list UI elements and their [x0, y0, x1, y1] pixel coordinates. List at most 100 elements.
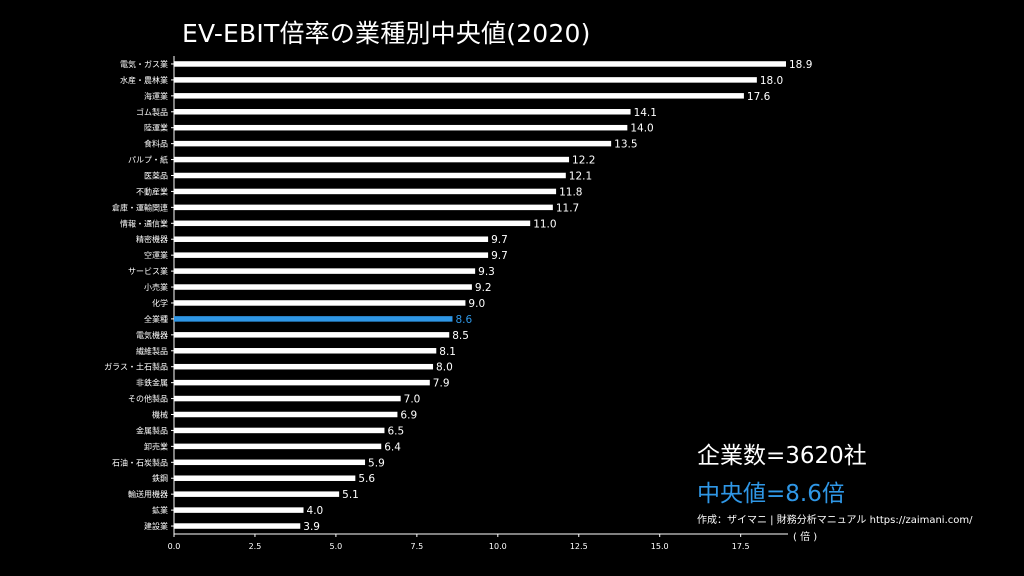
- bar: [174, 507, 304, 513]
- value-label: 7.9: [433, 378, 450, 390]
- bar: [174, 220, 531, 227]
- bar: [174, 268, 476, 274]
- category-label: ガラス・土石製品: [104, 362, 168, 372]
- x-tick-label: 7.5: [410, 542, 423, 551]
- value-label: 12.1: [569, 171, 592, 183]
- category-label: 化学: [152, 298, 168, 308]
- value-label: 11.8: [559, 186, 582, 198]
- value-label: 6.5: [387, 425, 404, 437]
- category-label: 電気機器: [136, 330, 168, 340]
- bar: [174, 188, 557, 195]
- value-label: 3.9: [303, 521, 320, 533]
- category-label: 海運業: [144, 91, 168, 101]
- value-label: 6.4: [384, 441, 401, 453]
- company-count-label: 企業数=3620社: [697, 443, 867, 469]
- x-tick-label: 2.5: [249, 542, 262, 551]
- x-tick-label: 15.0: [651, 542, 669, 551]
- x-tick-label: 12.5: [570, 542, 588, 551]
- value-label: 9.2: [475, 282, 492, 294]
- value-label: 5.1: [342, 489, 359, 501]
- value-label: 9.7: [491, 250, 508, 262]
- value-label: 5.6: [358, 473, 375, 485]
- category-label: 石油・石炭製品: [112, 457, 168, 467]
- value-label: 11.7: [556, 202, 579, 214]
- bar: [174, 252, 489, 258]
- category-label: 非鉄金属: [136, 378, 168, 388]
- value-label: 18.9: [789, 59, 812, 71]
- value-label: 8.0: [436, 362, 453, 374]
- bar: [174, 332, 450, 338]
- category-label: 水産・農林業: [120, 75, 168, 85]
- bar: [174, 109, 631, 115]
- x-tick-label: 17.5: [732, 542, 750, 551]
- bar: [174, 348, 437, 354]
- category-label: 建設業: [144, 521, 168, 531]
- category-label: ゴム製品: [136, 107, 168, 117]
- chart-title: EV-EBIT倍率の業種別中央値(2020): [182, 19, 591, 48]
- value-label: 5.9: [368, 457, 385, 469]
- category-label: 電気・ガス業: [120, 59, 168, 69]
- bar: [174, 236, 489, 242]
- category-label: 不動産業: [136, 186, 168, 196]
- value-label: 7.0: [404, 394, 421, 406]
- bar: [174, 61, 786, 67]
- bar: [174, 491, 340, 497]
- bar-highlight: [174, 316, 453, 322]
- category-label: 陸運業: [144, 123, 168, 133]
- category-label: 医薬品: [144, 171, 168, 181]
- x-tick-label: 0.0: [168, 542, 181, 551]
- bar: [174, 475, 356, 481]
- median-label: 中央値=8.6倍: [697, 481, 845, 507]
- category-label: 鉱業: [152, 505, 168, 515]
- value-label: 8.6: [455, 314, 472, 326]
- credit-text: 作成：ザイマニ | 財務分析マニュアル https://zaimani.com/: [697, 515, 973, 526]
- category-label: 鉄鋼: [152, 473, 168, 483]
- category-label: その他製品: [128, 394, 168, 404]
- bar: [174, 523, 301, 529]
- bar: [174, 363, 434, 370]
- x-tick-label: 5.0: [330, 542, 343, 551]
- bar: [174, 124, 628, 131]
- value-label: 14.0: [630, 123, 653, 135]
- category-label: 機械: [152, 410, 168, 420]
- value-label: 8.5: [452, 330, 469, 342]
- value-label: 13.5: [614, 139, 637, 151]
- category-label: 食料品: [144, 139, 168, 149]
- bar: [174, 411, 398, 418]
- value-label: 4.0: [307, 505, 324, 517]
- bar: [174, 204, 553, 211]
- category-label: サービス業: [128, 266, 168, 276]
- category-label: 輸送用機器: [128, 489, 168, 499]
- category-label: 卸売業: [144, 441, 168, 451]
- bar: [174, 156, 570, 163]
- category-label: 情報・通信業: [120, 218, 168, 228]
- category-label: 全業種: [144, 314, 168, 324]
- bar: [174, 172, 566, 179]
- bar: [174, 395, 401, 402]
- value-label: 8.1: [439, 346, 456, 358]
- x-axis-unit-label: ( 倍 ): [793, 532, 818, 543]
- bar: [174, 77, 757, 83]
- value-label: 17.6: [747, 91, 771, 103]
- category-label: パルプ・紙: [128, 155, 168, 165]
- value-label: 18.0: [760, 75, 783, 87]
- bar: [174, 459, 366, 466]
- category-label: 繊維製品: [136, 346, 168, 356]
- x-tick-label: 10.0: [489, 542, 507, 551]
- value-label: 12.2: [572, 155, 595, 167]
- category-label: 精密機器: [136, 234, 168, 244]
- value-label: 9.0: [468, 298, 485, 310]
- bar: [174, 300, 466, 306]
- value-label: 9.7: [491, 234, 508, 246]
- category-label: 金属製品: [136, 425, 168, 435]
- bar: [174, 93, 744, 99]
- value-label: 9.3: [478, 266, 495, 278]
- value-label: 11.0: [533, 218, 556, 230]
- category-label: 倉庫・運輸関連: [112, 202, 168, 212]
- category-label: 空運業: [144, 250, 168, 260]
- value-label: 14.1: [634, 107, 657, 119]
- bar: [174, 140, 612, 147]
- bar: [174, 379, 430, 386]
- category-label: 小売業: [144, 282, 168, 292]
